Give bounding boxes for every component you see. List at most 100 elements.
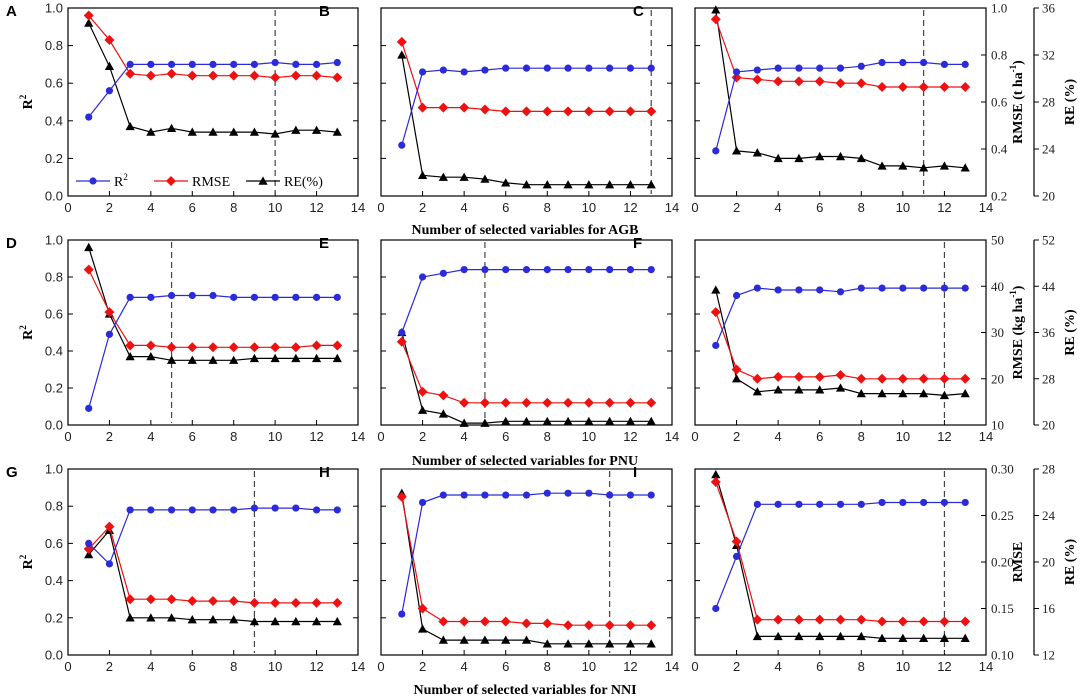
point-r2 (105, 330, 114, 338)
point-re (939, 390, 950, 400)
x-tick-label: 0 (377, 200, 384, 215)
point-r2 (836, 500, 845, 508)
series-line-r2 (88, 507, 338, 565)
x-tick-label: 8 (858, 659, 865, 674)
point-rmse (311, 340, 322, 351)
point-r2 (85, 113, 93, 121)
point-rmse (104, 307, 115, 318)
x-tick-label: 4 (147, 429, 154, 444)
point-re (459, 172, 469, 181)
legend-label: R2 (114, 172, 128, 190)
point-r2 (564, 266, 572, 274)
row-title-agb: Number of selected variables for AGB (412, 223, 639, 238)
point-r2 (460, 68, 468, 76)
point-re (249, 353, 260, 363)
point-r2 (647, 266, 655, 274)
point-re (146, 127, 156, 136)
point-rmse (459, 397, 470, 408)
point-rmse (960, 81, 971, 92)
point-re (125, 613, 135, 622)
y-tick-label: 0.8 (45, 38, 63, 53)
x-tick-label: 14 (979, 200, 993, 215)
x-tick-label: 2 (419, 200, 426, 215)
y-right-tick-label: 0.4 (991, 142, 1008, 157)
series-line-r2 (88, 61, 338, 118)
panel-D: 0 2 4 6 8 10 12 14 0.0 0.2 0.4 0.6 0.8 1.0 R2 D (6, 233, 365, 445)
point-r2 (899, 58, 907, 67)
point-r2 (816, 500, 824, 508)
x-tick-label: 6 (816, 429, 823, 444)
point-re (646, 180, 656, 189)
point-rmse (500, 106, 511, 117)
point-rmse (583, 106, 594, 117)
point-rmse (939, 616, 950, 627)
point-re (646, 416, 656, 425)
point-rmse (877, 81, 888, 92)
y-tick-label: 0.0 (45, 189, 63, 204)
point-re (125, 351, 135, 361)
point-rmse (311, 597, 322, 608)
point-re (711, 469, 721, 479)
point-r2 (712, 604, 720, 613)
point-re (208, 127, 218, 136)
point-re (877, 633, 887, 642)
x-tick-label: 12 (309, 200, 323, 215)
y-axis-title: R2 (18, 554, 36, 569)
point-re (563, 416, 573, 425)
point-rmse (856, 78, 867, 89)
point-re (417, 624, 428, 633)
point-r2 (878, 498, 886, 507)
x-tick-label: 0 (691, 200, 698, 215)
point-r2 (292, 293, 300, 301)
point-rmse (563, 397, 574, 408)
point-r2 (147, 293, 155, 301)
point-rmse (752, 614, 763, 625)
point-re (417, 405, 428, 414)
point-rmse (459, 616, 470, 627)
panel-I: 0 2 4 6 8 10 12 140.100.150.200.250.30121620242… (633, 462, 1078, 675)
point-re (270, 129, 280, 138)
legend-marker (89, 177, 97, 185)
point-r2 (836, 64, 845, 72)
point-r2 (502, 64, 510, 72)
x-tick-label: 10 (582, 659, 596, 674)
point-r2 (481, 491, 489, 499)
point-rmse (856, 373, 867, 384)
point-re (84, 18, 94, 27)
x-tick-label: 10 (896, 659, 910, 674)
panel-label: F (633, 235, 642, 252)
point-r2 (732, 291, 741, 300)
point-rmse (752, 74, 763, 85)
x-tick-label: 4 (775, 200, 782, 215)
point-r2 (460, 491, 468, 499)
point-re (438, 409, 448, 418)
y-outer-tick-label: 24 (1042, 508, 1056, 523)
point-r2 (105, 560, 114, 568)
x-tick-label: 14 (665, 200, 679, 215)
point-r2 (312, 293, 321, 301)
point-r2 (209, 506, 217, 514)
point-rmse (438, 102, 449, 113)
panel-label: D (6, 235, 17, 252)
point-r2 (816, 286, 824, 294)
x-tick-label: 6 (816, 200, 823, 215)
point-r2 (753, 500, 761, 508)
point-r2 (188, 291, 196, 300)
point-r2 (961, 498, 969, 507)
series-line-rmse (401, 41, 652, 113)
point-r2 (522, 266, 531, 274)
point-r2 (522, 64, 531, 72)
point-r2 (167, 60, 176, 68)
point-re (711, 5, 721, 14)
y-right-tick-label: 1.0 (991, 1, 1007, 16)
point-r2 (626, 64, 635, 72)
point-rmse (939, 81, 950, 92)
y-outer-tick-label: 28 (1042, 462, 1055, 477)
point-r2 (774, 286, 782, 294)
panel-label: H (319, 464, 330, 481)
point-r2 (230, 506, 238, 514)
point-r2 (606, 491, 614, 499)
point-r2 (502, 491, 510, 499)
point-re (417, 170, 428, 179)
